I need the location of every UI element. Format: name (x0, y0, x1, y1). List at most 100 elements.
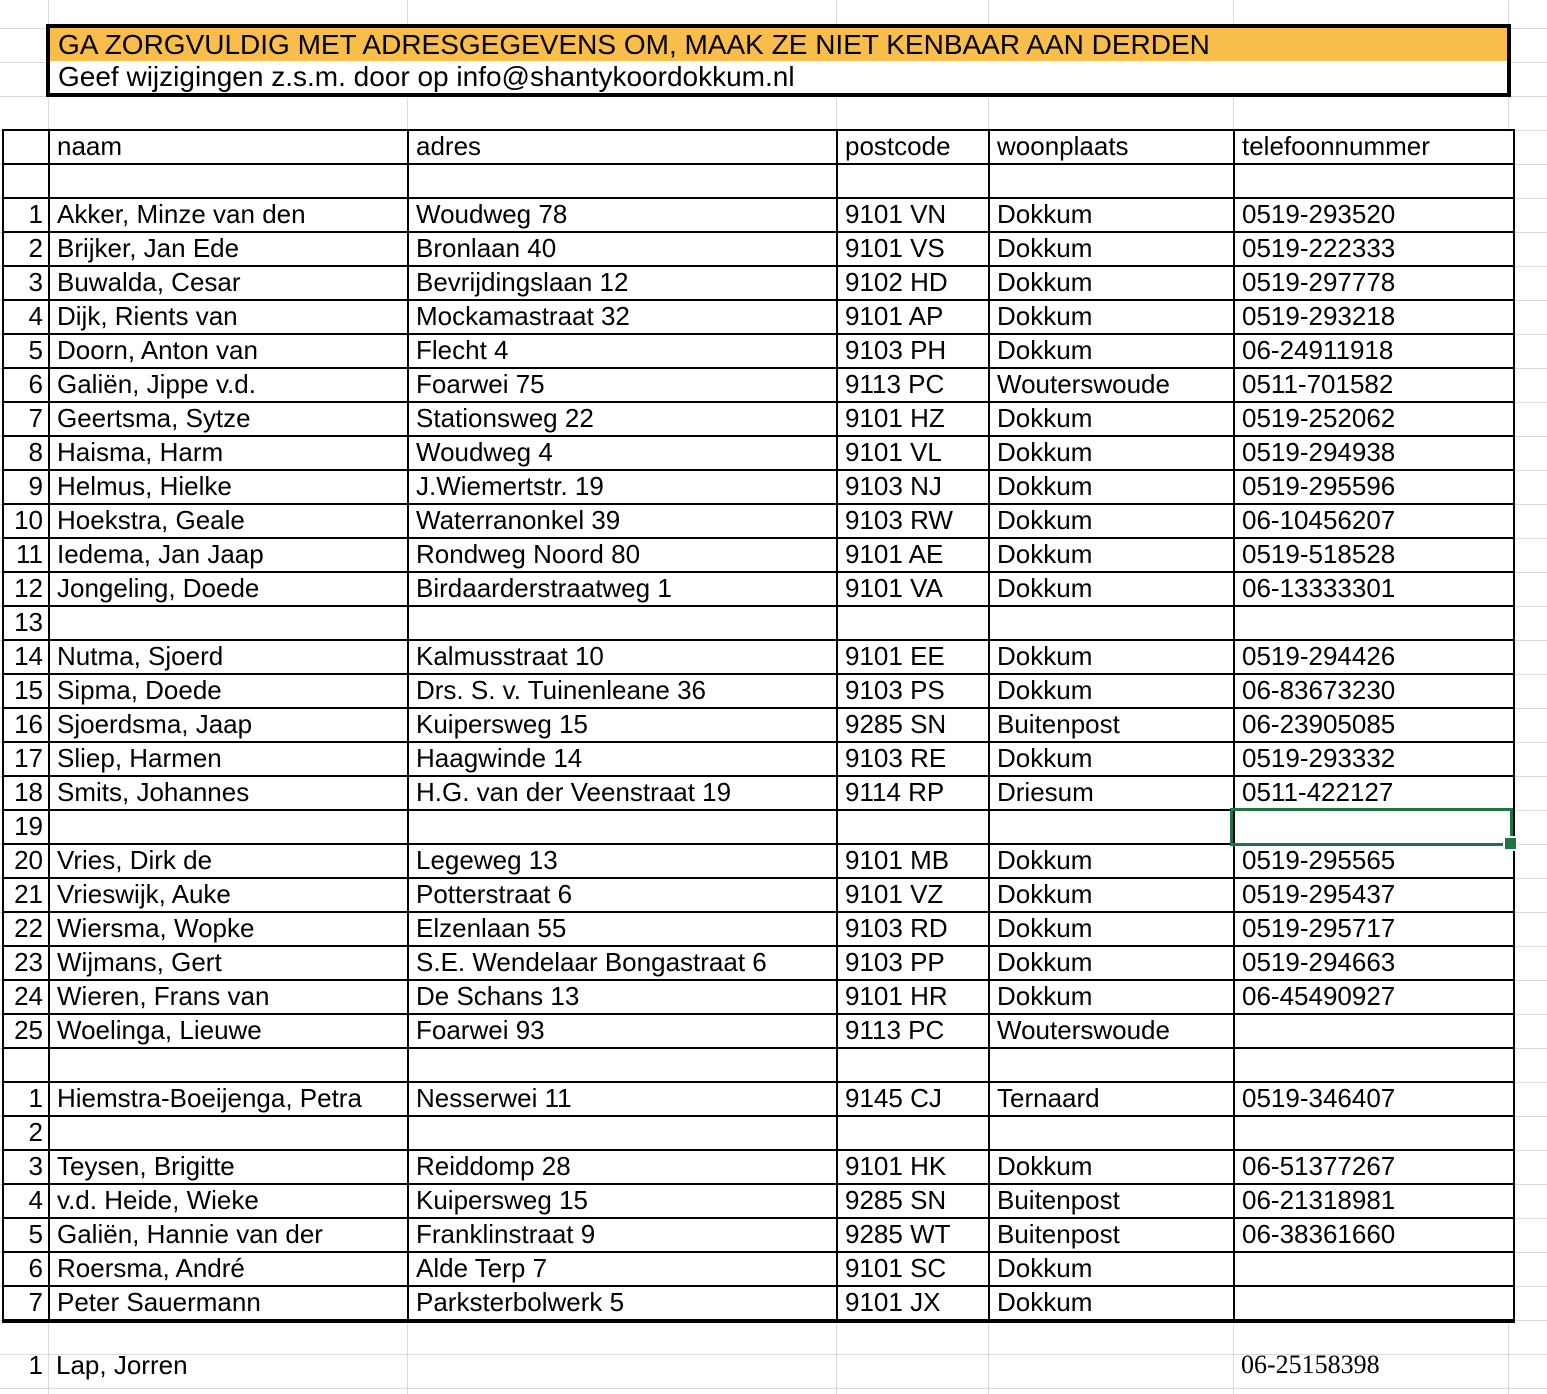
row-number-cell[interactable]: 12 (4, 573, 50, 605)
telefoon-cell[interactable]: 0519-252062 (1242, 403, 1396, 433)
header-telefoonnummer[interactable]: telefoonnummer (1242, 131, 1430, 161)
adres-cell[interactable]: S.E. Wendelaar Bongastraat 6 (409, 947, 838, 979)
header-adres[interactable]: adres (409, 131, 838, 163)
adres-cell[interactable]: Bevrijdingslaan 12 (409, 267, 838, 299)
postcode-cell[interactable]: 9101 VA (838, 573, 990, 605)
naam-cell[interactable]: Hoekstra, Geale (50, 505, 409, 537)
empty-cell[interactable] (50, 165, 409, 197)
woonplaats-cell[interactable]: Dokkum (990, 641, 1235, 673)
naam-cell[interactable]: Teysen, Brigitte (50, 1151, 409, 1183)
telefoon-cell[interactable] (1235, 607, 1513, 639)
woonplaats-cell[interactable]: Dokkum (990, 879, 1235, 911)
header-naam[interactable]: naam (50, 131, 409, 163)
row-number-cell[interactable]: 19 (4, 811, 50, 843)
naam-cell[interactable] (50, 607, 409, 639)
row-number-cell[interactable]: 15 (4, 675, 50, 707)
row-number-cell[interactable]: 24 (4, 981, 50, 1013)
postcode-cell[interactable]: 9103 PP (838, 947, 990, 979)
telefoon-cell[interactable]: 06-83673230 (1242, 675, 1396, 705)
row-number-cell[interactable]: 2 (4, 1117, 50, 1149)
naam-cell[interactable]: Woelinga, Lieuwe (50, 1015, 409, 1047)
postcode-cell[interactable]: 9101 AP (838, 301, 990, 333)
woonplaats-cell[interactable]: Driesum (990, 777, 1235, 809)
empty-cell[interactable] (838, 165, 990, 197)
woonplaats-cell[interactable]: Dokkum (990, 743, 1235, 775)
telefoon-cell[interactable]: 06-23905085 (1242, 709, 1396, 739)
row-number-cell[interactable]: 25 (4, 1015, 50, 1047)
telefoon-cell[interactable]: 0519-293520 (1242, 199, 1396, 229)
adres-cell[interactable]: Kuipersweg 15 (409, 709, 838, 741)
telefoon-cell[interactable]: 06-24911918 (1242, 335, 1394, 365)
naam-cell[interactable]: Galiën, Jippe v.d. (50, 369, 409, 401)
adres-cell[interactable]: Parksterbolwerk 5 (409, 1287, 838, 1319)
postcode-cell[interactable]: 9101 VN (838, 199, 990, 231)
telefoon-cell[interactable]: 0519-346407 (1242, 1083, 1396, 1113)
empty-cell[interactable] (990, 165, 1235, 197)
row-number-cell[interactable]: 5 (4, 1219, 50, 1251)
telefoon-cell[interactable]: 0519-293332 (1242, 743, 1396, 773)
woonplaats-cell[interactable]: Dokkum (990, 913, 1235, 945)
adres-cell[interactable] (409, 811, 838, 843)
row-number-cell[interactable]: 20 (4, 845, 50, 877)
adres-cell[interactable]: Drs. S. v. Tuinenleane 36 (409, 675, 838, 707)
adres-cell[interactable]: Legeweg 13 (409, 845, 838, 877)
adres-cell[interactable]: Waterranonkel 39 (409, 505, 838, 537)
postcode-cell[interactable]: 9101 VL (838, 437, 990, 469)
adres-cell[interactable] (409, 1117, 838, 1149)
telefoon-cell[interactable]: 0519-295717 (1242, 913, 1396, 943)
header-woonplaats[interactable]: woonplaats (990, 131, 1235, 163)
row-number-cell[interactable]: 11 (4, 539, 50, 571)
telefoon-cell[interactable]: 0511-701582 (1242, 369, 1394, 399)
woonplaats-cell[interactable]: Dokkum (990, 981, 1235, 1013)
adres-cell[interactable]: Kalmusstraat 10 (409, 641, 838, 673)
naam-cell[interactable]: Buwalda, Cesar (50, 267, 409, 299)
woonplaats-cell[interactable]: Dokkum (990, 233, 1235, 265)
woonplaats-cell[interactable]: Dokkum (990, 301, 1235, 333)
woonplaats-cell[interactable]: Dokkum (990, 505, 1235, 537)
telefoon-cell[interactable]: 06-10456207 (1242, 505, 1396, 535)
telefoon-cell[interactable]: 06-51377267 (1242, 1151, 1396, 1181)
telefoon-cell[interactable]: 06-13333301 (1242, 573, 1396, 603)
row-number-cell[interactable]: 4 (4, 1185, 50, 1217)
naam-cell[interactable]: Jongeling, Doede (50, 573, 409, 605)
adres-cell[interactable]: H.G. van der Veenstraat 19 (409, 777, 838, 809)
telefoon-cell[interactable]: 06-45490927 (1242, 981, 1396, 1011)
adres-cell[interactable]: Alde Terp 7 (409, 1253, 838, 1285)
row-number-cell[interactable]: 22 (4, 913, 50, 945)
naam-cell[interactable]: Sipma, Doede (50, 675, 409, 707)
row-number-cell[interactable]: 4 (4, 301, 50, 333)
postcode-cell[interactable]: 9102 HD (838, 267, 990, 299)
adres-cell[interactable] (409, 607, 838, 639)
row-number-cell[interactable]: 7 (4, 1287, 50, 1319)
row-number-cell[interactable]: 10 (4, 505, 50, 537)
postcode-cell[interactable]: 9101 MB (838, 845, 990, 877)
naam-cell[interactable]: v.d. Heide, Wieke (50, 1185, 409, 1217)
woonplaats-cell[interactable]: Dokkum (990, 845, 1235, 877)
postcode-cell[interactable]: 9113 PC (838, 369, 990, 401)
telefoon-cell[interactable]: 0519-294938 (1242, 437, 1396, 467)
naam-cell[interactable]: Smits, Johannes (50, 777, 409, 809)
postcode-cell[interactable]: 9101 HK (838, 1151, 990, 1183)
banner-contact-text[interactable]: Geef wijzigingen z.s.m. door op info@sha… (58, 61, 795, 92)
naam-cell[interactable]: Wijmans, Gert (50, 947, 409, 979)
row-number-cell[interactable]: 6 (4, 1253, 50, 1285)
telefoon-cell[interactable]: 0519-518528 (1242, 539, 1396, 569)
postcode-cell[interactable]: 9145 CJ (838, 1083, 990, 1115)
woonplaats-cell[interactable]: Buitenpost (990, 1219, 1235, 1251)
postcode-cell[interactable] (838, 811, 990, 843)
row-number-cell[interactable]: 18 (4, 777, 50, 809)
telefoon-cell[interactable] (1235, 1253, 1513, 1285)
postcode-cell[interactable] (838, 1049, 990, 1081)
postcode-cell[interactable]: 9103 PS (838, 675, 990, 707)
telefoon-cell[interactable]: 0519-295596 (1242, 471, 1396, 501)
postcode-cell[interactable]: 9101 EE (838, 641, 990, 673)
telefoon-cell[interactable]: 06-25158398 (1241, 1350, 1380, 1379)
telefoon-cell[interactable]: 0519-294663 (1242, 947, 1396, 977)
postcode-cell[interactable]: 9103 RE (838, 743, 990, 775)
postcode-cell[interactable]: 9285 SN (838, 1185, 990, 1217)
naam-cell[interactable]: Vries, Dirk de (50, 845, 409, 877)
telefoon-cell[interactable] (1235, 1117, 1513, 1149)
woonplaats-cell[interactable]: Dokkum (990, 947, 1235, 979)
postcode-cell[interactable]: 9113 PC (838, 1015, 990, 1047)
adres-cell[interactable]: Flecht 4 (409, 335, 838, 367)
